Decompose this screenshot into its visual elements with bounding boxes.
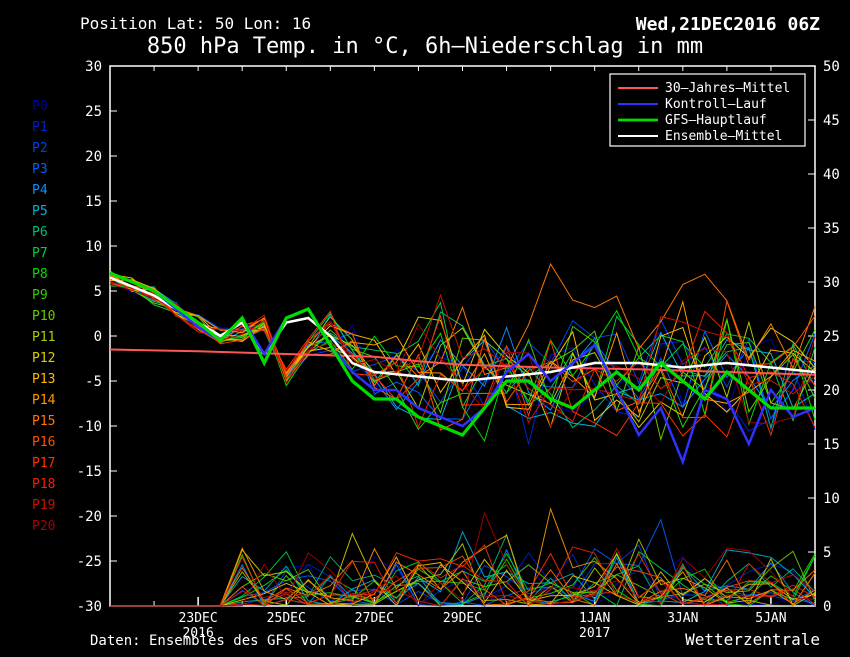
y-left-tick-label: -20 <box>77 509 102 525</box>
y-left-tick-label: 20 <box>85 149 102 165</box>
y-left-tick-label: 10 <box>85 239 102 255</box>
legend-label: 30–Jahres–Mittel <box>665 81 790 96</box>
member-label-P14: P14 <box>32 393 56 408</box>
member-label-P5: P5 <box>32 204 48 219</box>
y-right-tick-label: 25 <box>823 329 840 345</box>
member-label-P4: P4 <box>32 183 48 198</box>
member-label-P18: P18 <box>32 477 55 492</box>
x-tick-label: 3JAN <box>667 611 698 626</box>
x-tick-label: 1JAN <box>579 611 610 626</box>
y-right-tick-label: 35 <box>823 221 840 237</box>
y-right-tick-label: 0 <box>823 599 831 615</box>
y-right-tick-label: 45 <box>823 113 840 129</box>
member-label-P16: P16 <box>32 435 55 450</box>
y-right-tick-label: 5 <box>823 545 831 561</box>
x-tick-year: 2016 <box>182 626 213 641</box>
member-label-P12: P12 <box>32 351 55 366</box>
series-gfs <box>110 273 815 435</box>
ensemble-chart: -30 -25 -20 -15 -10 -5 0 5 10 15 20 25 30 0 5 10 15 20 25 3… <box>0 0 850 657</box>
member-label-P10: P10 <box>32 309 55 324</box>
y-left-tick-label: -15 <box>77 464 102 480</box>
series-clim <box>110 350 815 375</box>
x-tick-label: 5JAN <box>755 611 786 626</box>
y-left-tick-label: 15 <box>85 194 102 210</box>
precip-member-P20 <box>110 513 815 606</box>
member-label-P19: P19 <box>32 498 55 513</box>
y-right-tick-label: 40 <box>823 167 840 183</box>
member-label-P15: P15 <box>32 414 55 429</box>
legend-label: Ensemble–Mittel <box>665 129 782 144</box>
member-label-P7: P7 <box>32 246 48 261</box>
x-tick-label: 25DEC <box>267 611 306 626</box>
y-left-tick-label: 30 <box>85 59 102 75</box>
y-left-tick-label: -10 <box>77 419 102 435</box>
member-label-P2: P2 <box>32 141 48 156</box>
y-left-tick-label: 5 <box>94 284 102 300</box>
y-right-tick-label: 20 <box>823 383 840 399</box>
member-label-P0: P0 <box>32 99 48 114</box>
member-label-P17: P17 <box>32 456 55 471</box>
member-label-P20: P20 <box>32 519 55 534</box>
y-left-tick-label: 0 <box>94 329 102 345</box>
member-label-P6: P6 <box>32 225 48 240</box>
legend-label: Kontroll–Lauf <box>665 97 767 112</box>
y-right-tick-label: 10 <box>823 491 840 507</box>
member-label-P13: P13 <box>32 372 55 387</box>
x-tick-label: 27DEC <box>355 611 394 626</box>
y-right-tick-label: 30 <box>823 275 840 291</box>
y-left-tick-label: 25 <box>85 104 102 120</box>
x-tick-year: 2017 <box>579 626 610 641</box>
member-label-P9: P9 <box>32 288 48 303</box>
member-label-P8: P8 <box>32 267 48 282</box>
ensemble-member-P3 <box>110 277 815 420</box>
member-label-P1: P1 <box>32 120 48 135</box>
x-tick-label: 29DEC <box>443 611 482 626</box>
legend-label: GFS–Hauptlauf <box>665 113 767 128</box>
y-right-tick-label: 50 <box>823 59 840 75</box>
y-left-tick-label: -25 <box>77 554 102 570</box>
y-right-tick-label: 15 <box>823 437 840 453</box>
y-left-tick-label: -30 <box>77 599 102 615</box>
member-label-P3: P3 <box>32 162 48 177</box>
x-tick-label: 23DEC <box>179 611 218 626</box>
member-label-P11: P11 <box>32 330 55 345</box>
y-left-tick-label: -5 <box>85 374 102 390</box>
